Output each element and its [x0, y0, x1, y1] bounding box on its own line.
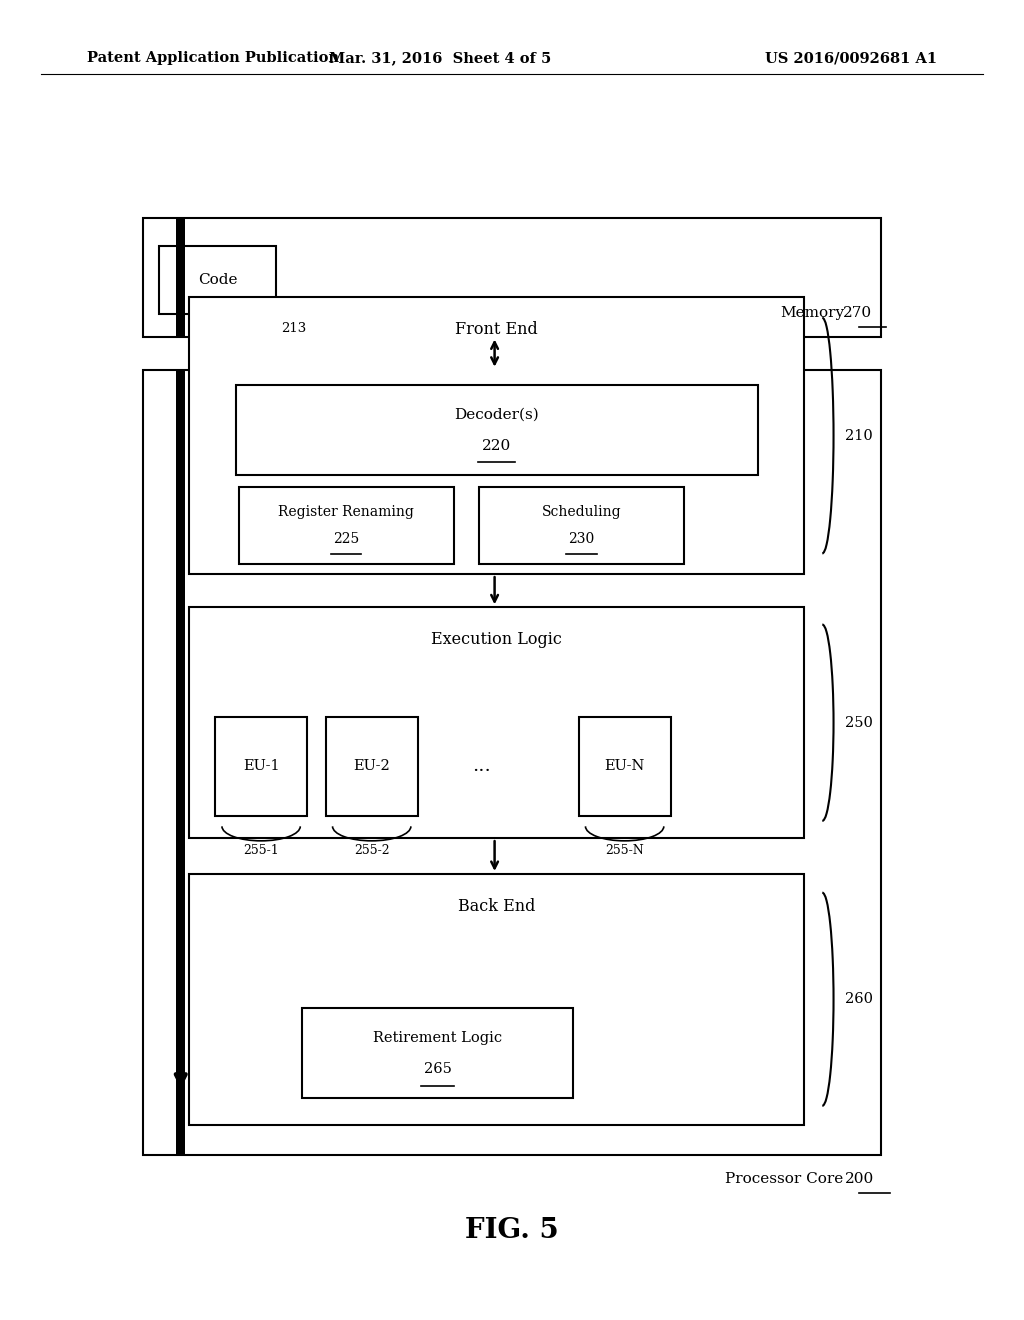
Text: 255-1: 255-1: [244, 843, 279, 857]
Text: FIG. 5: FIG. 5: [465, 1217, 559, 1243]
Text: Decoder(s): Decoder(s): [455, 408, 539, 421]
Bar: [479, 487, 684, 564]
Bar: [189, 297, 804, 574]
Text: 230: 230: [568, 532, 595, 545]
Text: Code: Code: [198, 273, 238, 286]
Text: Register Renaming: Register Renaming: [279, 506, 414, 519]
Text: Back End: Back End: [458, 898, 536, 915]
Text: 260: 260: [845, 993, 872, 1006]
Text: Mar. 31, 2016  Sheet 4 of 5: Mar. 31, 2016 Sheet 4 of 5: [329, 51, 552, 65]
Bar: [189, 874, 804, 1125]
Text: EU-N: EU-N: [604, 759, 645, 774]
Text: 270: 270: [844, 306, 872, 319]
Text: Patent Application Publication: Patent Application Publication: [87, 51, 339, 65]
Bar: [302, 1008, 573, 1098]
Bar: [239, 487, 454, 564]
Text: 225: 225: [333, 532, 359, 545]
Text: 250: 250: [845, 715, 872, 730]
Text: Memory: Memory: [780, 306, 845, 319]
Text: US 2016/0092681 A1: US 2016/0092681 A1: [765, 51, 937, 65]
Text: EU-1: EU-1: [243, 759, 280, 774]
Text: Retirement Logic: Retirement Logic: [373, 1031, 503, 1044]
Text: EU-2: EU-2: [353, 759, 390, 774]
Bar: [159, 246, 276, 314]
Text: Execution Logic: Execution Logic: [431, 631, 562, 648]
Bar: [215, 717, 307, 816]
Text: 220: 220: [482, 440, 511, 453]
Bar: [326, 717, 418, 816]
Text: 200: 200: [845, 1172, 874, 1185]
Text: 210: 210: [845, 429, 872, 442]
Bar: [236, 385, 758, 475]
Text: Front End: Front End: [456, 321, 538, 338]
Text: 255-N: 255-N: [605, 843, 644, 857]
Text: 255-2: 255-2: [354, 843, 389, 857]
Text: Processor Core: Processor Core: [725, 1172, 843, 1185]
Bar: [143, 370, 881, 1155]
Text: ...: ...: [472, 756, 490, 775]
Text: 213: 213: [282, 322, 307, 335]
Text: 265: 265: [424, 1063, 452, 1076]
Text: Scheduling: Scheduling: [542, 506, 622, 519]
Bar: [176, 218, 185, 337]
Bar: [143, 218, 881, 337]
Bar: [189, 607, 804, 838]
Bar: [579, 717, 671, 816]
Bar: [176, 370, 185, 1155]
